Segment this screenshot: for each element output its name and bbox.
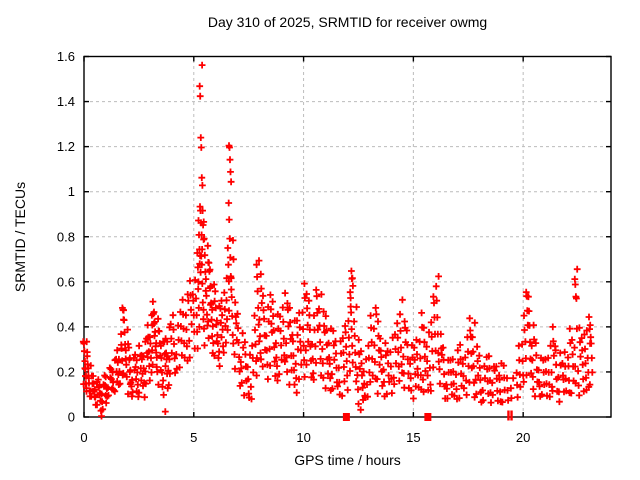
x-tick-label: 20 bbox=[516, 430, 530, 445]
chart-title: Day 310 of 2025, SRMTID for receiver owm… bbox=[207, 14, 488, 30]
x-tick-label: 5 bbox=[190, 430, 197, 445]
x-tick-label: 10 bbox=[296, 430, 310, 445]
x-axis-label: GPS time / hours bbox=[294, 452, 401, 468]
y-tick-label: 1.2 bbox=[57, 139, 75, 154]
zero-bar-marker bbox=[507, 410, 510, 421]
zero-square-marker bbox=[424, 413, 432, 421]
scatter-points bbox=[79, 61, 596, 420]
x-tick-label: 0 bbox=[80, 430, 87, 445]
y-tick-label: 0.6 bbox=[57, 274, 75, 289]
zero-square-marker bbox=[342, 413, 350, 421]
y-tick-label: 1 bbox=[68, 184, 75, 199]
y-tick-label: 0 bbox=[68, 410, 75, 425]
y-tick-label: 0.2 bbox=[57, 364, 75, 379]
y-tick-label: 0.4 bbox=[57, 319, 75, 334]
y-tick-label: 1.4 bbox=[57, 94, 75, 109]
x-tick-label: 15 bbox=[406, 430, 420, 445]
zero-bar-marker bbox=[510, 410, 513, 421]
y-tick-label: 0.8 bbox=[57, 229, 75, 244]
y-tick-label: 1.6 bbox=[57, 49, 75, 64]
